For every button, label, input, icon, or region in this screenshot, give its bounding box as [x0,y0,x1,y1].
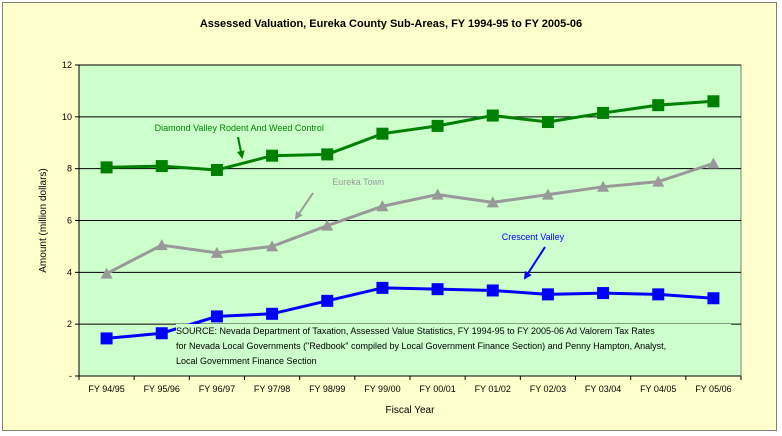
series [100,281,720,345]
series-line [106,99,714,172]
x-tick-label: FY 05/06 [695,384,731,394]
data-point [266,240,279,252]
y-tick-label: 10 [62,112,72,122]
data-point [652,99,665,112]
series [100,95,720,176]
data-point [100,267,113,279]
source-note: SOURCE: Nevada Department of Taxation, A… [176,324,731,369]
y-tick-label: 4 [67,267,72,277]
data-point [100,332,113,345]
series [100,157,720,279]
x-tick-label: FY 97/98 [254,384,290,394]
y-tick-label: 2 [67,319,72,329]
series-label: Crescent Valley [502,232,565,242]
data-point [707,157,720,169]
y-tick-label: 6 [67,216,72,226]
data-point [321,294,334,307]
x-tick-label: FY 01/02 [475,384,511,394]
data-point [486,196,499,208]
series-line [106,286,714,340]
data-point [321,219,334,231]
data-point [266,307,279,320]
data-point [155,239,168,251]
data-point [597,106,610,119]
data-point [321,148,334,161]
data-point [266,149,279,162]
x-tick-label: FY 99/00 [364,384,400,394]
x-tick-label: FY 02/03 [530,384,566,394]
x-tick-label: FY 98/99 [309,384,345,394]
data-point [431,283,444,296]
x-tick-label: FY 04/05 [640,384,676,394]
annotation-arrow [294,192,314,220]
data-point [155,160,168,173]
series-layer [100,95,720,345]
data-point [652,288,665,301]
data-point [100,161,113,174]
data-point [431,188,444,200]
x-axis-label: Fiscal Year [386,405,436,416]
series-label: Diamond Valley Rodent And Weed Control [155,123,324,133]
axes [75,64,742,380]
data-point [541,188,554,200]
data-point [210,163,223,176]
data-point [376,200,389,212]
x-tick-labels: FY 94/95 FY 95/96 FY 96/97 FY 97/98 FY 98/99… [88,384,731,394]
y-tick-labels: - 2 4 6 8 10 12 [62,60,72,381]
source-line: Local Government Finance Section [176,356,317,366]
data-point [210,246,223,258]
x-tick-label: FY 95/96 [144,384,180,394]
x-tick-label: FY 94/95 [88,384,124,394]
annotations: Diamond Valley Rodent And Weed Control Eu… [155,123,565,280]
data-point [541,116,554,129]
chart-title: Assessed Valuation, Eureka County Sub-Ar… [199,18,583,30]
data-point [486,284,499,297]
data-point [155,327,168,340]
data-point [597,287,610,300]
source-line: for Nevada Local Governments ("Redbook" … [176,341,667,351]
data-point [707,95,720,108]
data-point [652,175,665,187]
y-axis-label: Amount (million dollars) [38,168,49,272]
data-point [541,288,554,301]
source-line: SOURCE: Nevada Department of Taxation, A… [176,326,655,336]
data-point [210,310,223,323]
annotation-arrow [236,136,245,159]
x-tick-label: FY 00/01 [419,384,455,394]
series-label: Eureka Town [332,177,384,187]
data-point [707,292,720,305]
x-tick-label: FY 96/97 [199,384,235,394]
data-point [486,109,499,122]
data-point [597,180,610,192]
series-line [105,162,714,275]
x-tick-label: FY 03/04 [585,384,621,394]
y-tick-label: 8 [67,164,72,174]
y-tick-label: 12 [62,60,72,70]
annotation-arrow [523,246,546,280]
y-tick-label: - [69,371,72,381]
data-point [376,281,389,294]
data-point [431,119,444,132]
data-point [376,127,389,140]
